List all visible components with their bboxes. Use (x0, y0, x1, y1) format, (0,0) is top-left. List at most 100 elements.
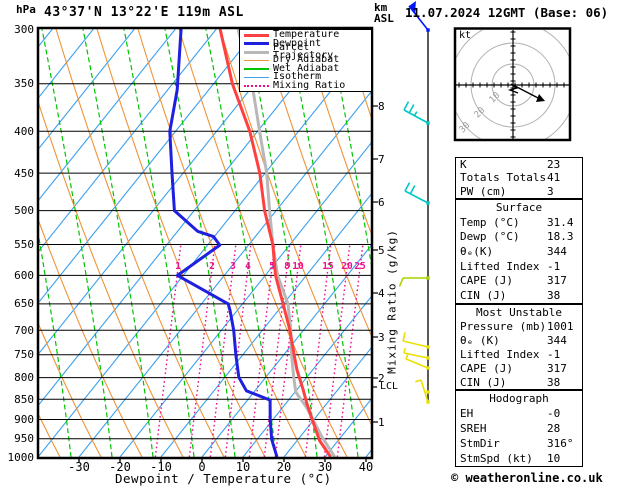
isotherm-line (39, 29, 299, 355)
wind-barb (405, 354, 429, 369)
table-row: θₑ (K) 344 (460, 334, 582, 347)
isotherm-line (78, 89, 372, 457)
station-title: 43°37'N 13°22'E 119m ASL (44, 5, 244, 20)
legend-item: Parcel Trajectory (244, 43, 371, 61)
table-row-label: Temp (°C) (460, 215, 520, 229)
legend-swatch-temperature (244, 33, 269, 37)
table-row-label: Lifted Index (460, 347, 540, 361)
datetime-title: 11.07.2024 12GMT (Base: 06) (405, 5, 609, 20)
table-row: PW (cm) 3 (460, 185, 582, 198)
pressure-tick-label: 350 (14, 77, 34, 91)
indices-table-hodograph: Hodograph EH -0 SREH 28 StmDir 316° StmSpd (kt)… (455, 390, 583, 467)
pressure-tick-label: 450 (14, 166, 34, 180)
wind-barb-feather (405, 358, 429, 369)
wind-barb-feather (404, 182, 411, 192)
table-row-value: 38 (547, 289, 561, 303)
temperature-tick-label: 20 (276, 460, 292, 474)
mixing-ratio-line (323, 244, 351, 457)
storm-motion-arrowhead (536, 94, 545, 102)
isotherm-line (160, 192, 372, 457)
table-row: EH -0 (460, 407, 582, 420)
legend-swatch-isotherm (244, 76, 269, 79)
table-row: θₑ(K) 344 (460, 245, 582, 258)
mixing-ratio-line (209, 244, 237, 457)
table-row-label: CIN (J) (460, 289, 507, 303)
hodograph-border (453, 27, 572, 142)
mixing-ratio-value-label: 3 (230, 261, 236, 272)
temperature-tick-label: -20 (109, 460, 131, 474)
wind-barb-feather (403, 352, 429, 359)
pressure-tick-label: 300 (14, 22, 34, 36)
table-row-value: 31.4 (547, 215, 574, 229)
legend-swatch-wet-adiabat (244, 68, 269, 70)
mixing-ratio-value-label: 20 (341, 261, 353, 272)
isotherm-line (39, 38, 372, 457)
mixing-ratio-value-label: 25 (354, 261, 366, 272)
wind-barb-feather (408, 5, 429, 31)
wind-barb (408, 1, 429, 31)
wind-barb-column (398, 1, 430, 404)
isotherm-line (201, 243, 372, 457)
pressure-unit-label: hPa (16, 3, 36, 16)
pressure-tick-label: 650 (14, 297, 34, 311)
table-row-value: 344 (547, 333, 567, 347)
table-row-value: 344 (547, 244, 567, 258)
axis-ticks (78, 105, 378, 462)
wet-adiabat-line (287, 29, 359, 457)
legend-swatch-dry-adiabat (244, 59, 269, 62)
table-row-value: 3 (547, 184, 554, 198)
table-row-value: 28 (547, 422, 561, 435)
temperature-tick-label: 30 (317, 460, 333, 474)
km-tick-label: 5 (378, 243, 385, 257)
table-row-label: PW (cm) (460, 184, 507, 198)
hodograph-unit-label: kt (459, 30, 472, 41)
legend-label: Dewpoint (273, 37, 322, 49)
table-row-label: K (460, 158, 467, 172)
pressure-tick-label: 750 (14, 348, 34, 362)
table-row-value: 23 (547, 158, 561, 172)
legend-label: Wet Adiabat (273, 62, 340, 74)
pressure-tick-label: 600 (14, 268, 34, 282)
mixing-ratio-value-label: 5 (269, 261, 275, 272)
lcl-label: LCL (380, 381, 399, 392)
pressure-tick-label: 550 (14, 237, 34, 251)
table-row: Dewp (°C) 18.3 (460, 230, 582, 243)
legend-item: Wet Adiabat (244, 62, 371, 74)
pressure-gridlines (39, 83, 371, 440)
mixing-ratio-value-label: 8 (284, 261, 290, 272)
table-row: K 23 (460, 158, 582, 171)
wind-barb (398, 277, 428, 287)
legend-swatch-mixing-ratio (244, 84, 269, 87)
wind-barb-dot (426, 276, 430, 280)
wind-barb-pennant (409, 1, 416, 13)
temperature-tick-label: 10 (235, 460, 251, 474)
table-row-value: 317 (547, 361, 567, 375)
temperature-curve (218, 28, 332, 458)
wind-barb-feather (413, 111, 418, 117)
x-axis-label: Dewpoint / Temperature (°C) (115, 471, 332, 486)
wet-adiabat-line (41, 29, 113, 457)
km-tick-label: 7 (378, 152, 385, 166)
dry-adiabat-line (96, 29, 266, 457)
table-row-label: CAPE (J) (460, 361, 513, 375)
wind-barb-feather (409, 185, 416, 195)
table-row-value: 38 (547, 375, 561, 389)
isotherm-line (242, 294, 372, 457)
dry-adiabat-line (342, 29, 372, 122)
table-row-label: Dewp (°C) (460, 230, 520, 244)
table-header: Hodograph (489, 392, 549, 405)
table-row-label: Pressure (mb) (460, 319, 547, 333)
mixing-ratio-value-label: 2 (209, 261, 215, 272)
table-row-value: 10 (547, 452, 561, 465)
table-header: Surface (495, 200, 543, 214)
km-tick-label: 6 (378, 195, 385, 209)
isotherm-line (39, 29, 258, 303)
legend-item: Dewpoint (244, 37, 371, 49)
wind-barb (403, 347, 429, 359)
table-row: Pressure (mb) 1001 (460, 320, 582, 333)
temperature-tick-label: 0 (198, 460, 206, 474)
pressure-tick-label: 900 (14, 413, 34, 427)
pressure-tick-label: 800 (14, 371, 34, 385)
